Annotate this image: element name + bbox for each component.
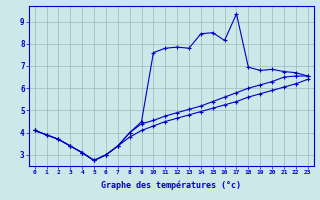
X-axis label: Graphe des températures (°c): Graphe des températures (°c): [101, 181, 241, 190]
